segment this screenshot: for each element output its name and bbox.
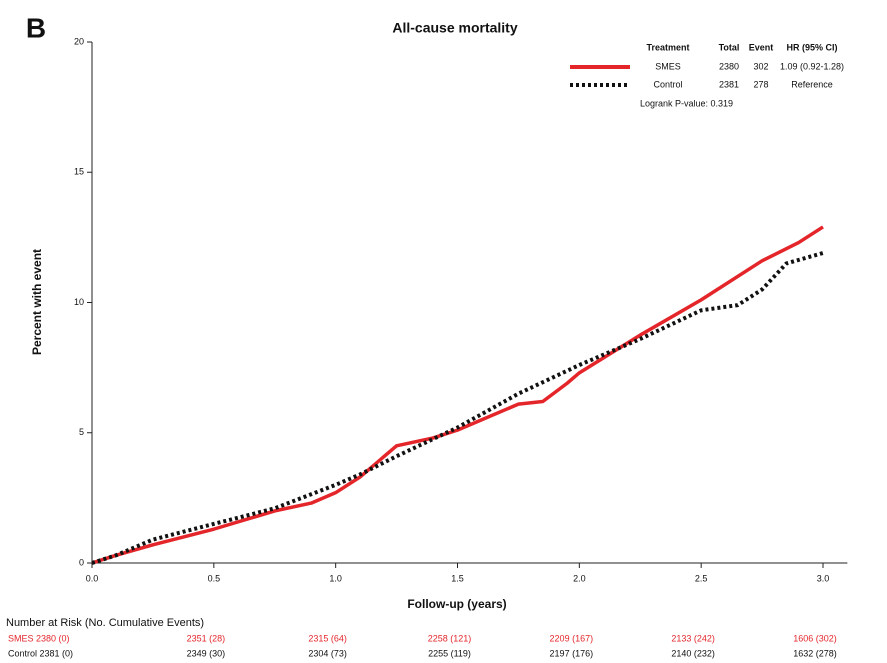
risk-cell: SMES 2380 (0) xyxy=(8,633,70,643)
legend-header: Total xyxy=(719,42,740,52)
risk-cell: 2315 (64) xyxy=(308,633,347,643)
risk-cell: 2197 (176) xyxy=(550,648,594,658)
legend-events: 278 xyxy=(753,79,768,89)
risk-cell: 2304 (73) xyxy=(308,648,347,658)
series-line xyxy=(91,225,824,565)
x-tick-label: 3.0 xyxy=(817,573,830,583)
legend-events: 302 xyxy=(753,61,768,71)
x-tick-label: 1.0 xyxy=(329,573,342,583)
risk-cell: 2255 (119) xyxy=(428,648,471,658)
legend-header: Treatment xyxy=(646,42,689,52)
legend-total: 2381 xyxy=(719,79,739,89)
x-axis-label: Follow-up (years) xyxy=(407,597,506,611)
x-tick-label: 1.5 xyxy=(451,573,464,583)
risk-cell: 2140 (232) xyxy=(671,648,715,658)
risk-cell: 2258 (121) xyxy=(428,633,472,643)
legend-header: Event xyxy=(749,42,774,52)
legend-label: Control xyxy=(653,79,682,89)
x-tick-label: 0.5 xyxy=(208,573,221,583)
y-tick-label: 20 xyxy=(74,36,84,46)
legend-label: SMES xyxy=(655,61,681,71)
panel-label: B xyxy=(26,12,46,43)
series-line xyxy=(91,251,824,565)
annotation: Logrank P-value: 0.319 xyxy=(640,98,733,108)
risk-cell: 2349 (30) xyxy=(187,648,226,658)
risk-cell: 1632 (278) xyxy=(793,648,837,658)
risk-cell: Control 2381 (0) xyxy=(8,648,73,658)
risk-cell: 2133 (242) xyxy=(671,633,715,643)
legend-total: 2380 xyxy=(719,61,739,71)
x-tick-label: 0.0 xyxy=(86,573,99,583)
chart-title: All-cause mortality xyxy=(392,20,517,36)
risk-table-title: Number at Risk (No. Cumulative Events) xyxy=(6,617,204,629)
legend-hr: 1.09 (0.92-1.28) xyxy=(780,61,844,71)
risk-cell: 2351 (28) xyxy=(187,633,226,643)
legend-hr: Reference xyxy=(791,79,833,89)
risk-cell: 2209 (167) xyxy=(550,633,594,643)
y-tick-label: 0 xyxy=(79,557,84,567)
y-tick-label: 5 xyxy=(79,427,84,437)
legend-header: HR (95% CI) xyxy=(786,42,837,52)
x-tick-label: 2.5 xyxy=(695,573,708,583)
y-tick-label: 15 xyxy=(74,167,84,177)
x-tick-label: 2.0 xyxy=(573,573,586,583)
y-axis-label: Percent with event xyxy=(30,249,44,355)
y-tick-label: 10 xyxy=(74,297,84,307)
risk-cell: 1606 (302) xyxy=(793,633,837,643)
